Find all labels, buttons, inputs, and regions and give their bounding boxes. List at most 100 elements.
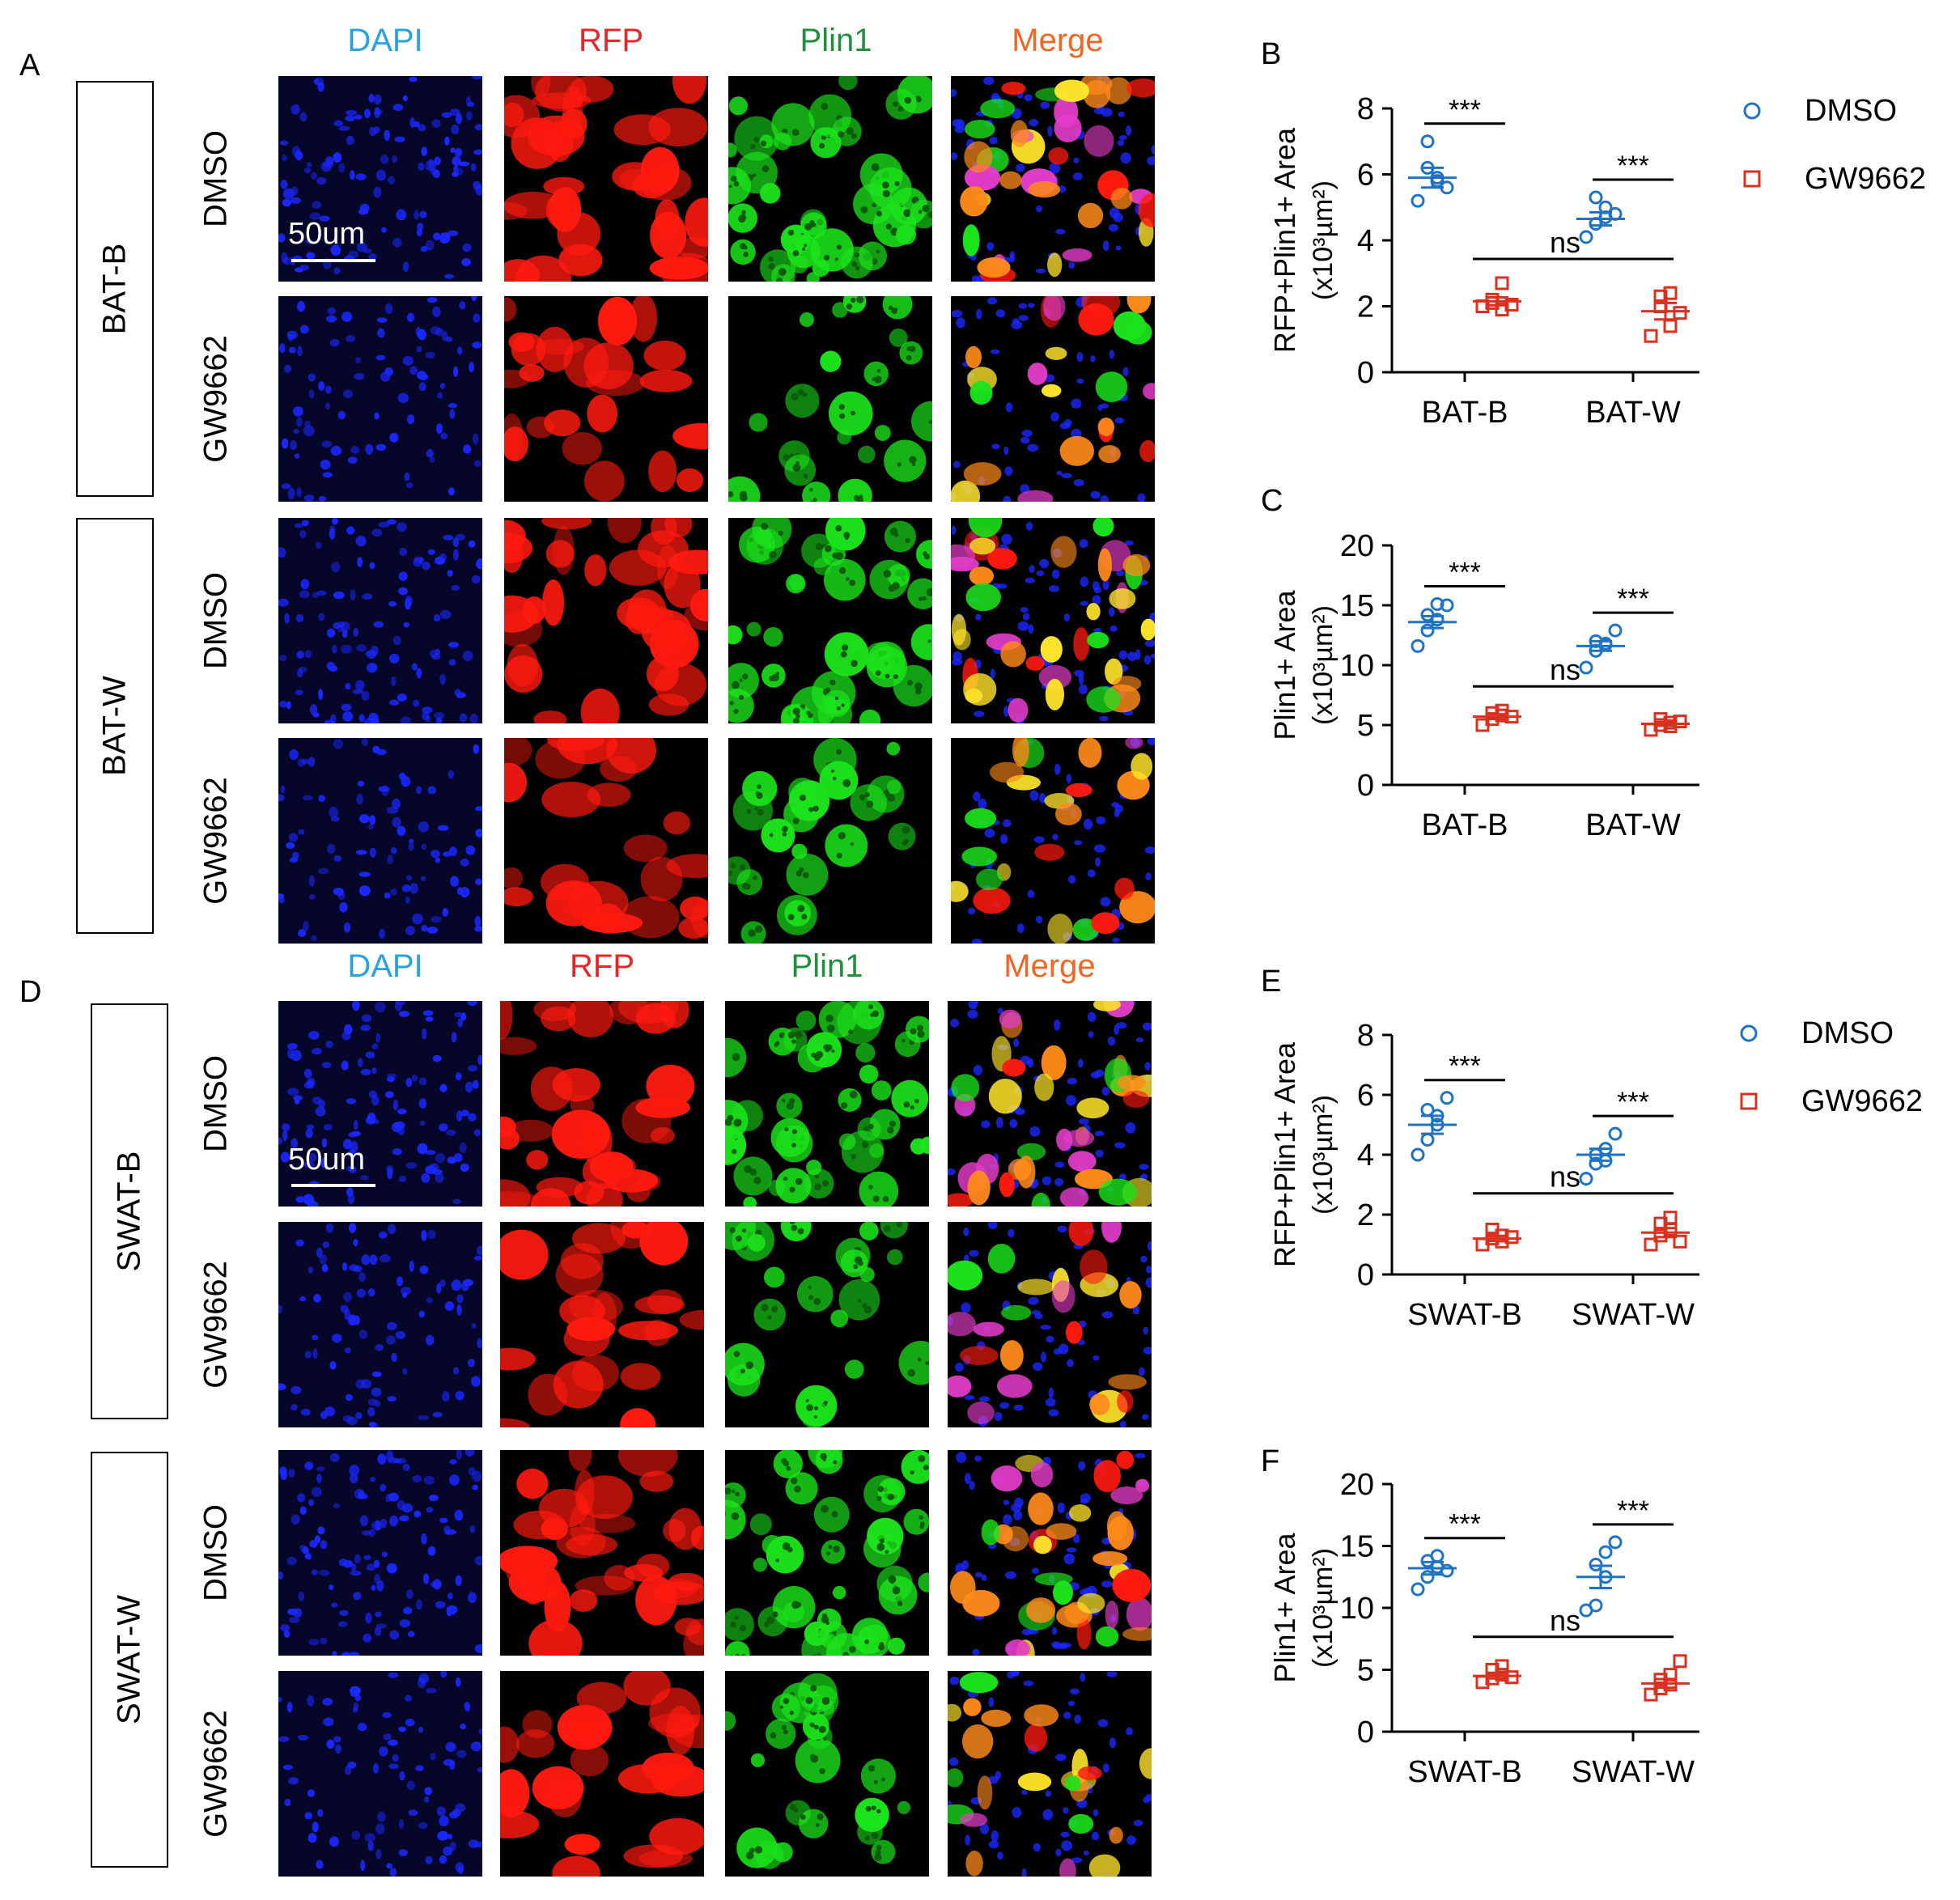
y-tick-label: 15 bbox=[1340, 589, 1374, 623]
micrograph-tile bbox=[948, 1671, 1152, 1877]
data-point-dmso bbox=[1579, 230, 1593, 244]
y-tick-label: 2 bbox=[1357, 1198, 1374, 1232]
rfp-image bbox=[500, 1001, 704, 1207]
data-point-dmso bbox=[1608, 623, 1623, 638]
legend-label-gw9662: GW9662 bbox=[1805, 162, 1926, 196]
row-label: GW9662 bbox=[197, 1261, 234, 1389]
data-point-dmso bbox=[1420, 1103, 1435, 1117]
data-point-gw9662 bbox=[1504, 1670, 1519, 1685]
significance-label: *** bbox=[1617, 151, 1649, 181]
circle-marker-icon bbox=[1743, 102, 1761, 120]
significance-label: *** bbox=[1449, 95, 1481, 125]
plin1-image bbox=[728, 518, 932, 723]
significance-label: ns bbox=[1550, 1160, 1580, 1194]
micrograph-tile bbox=[948, 1222, 1152, 1427]
x-tick-label: BAT-W bbox=[1585, 396, 1681, 430]
square-marker-icon bbox=[1740, 1092, 1758, 1110]
significance-label: ns bbox=[1550, 226, 1580, 259]
micrograph-tile bbox=[278, 518, 482, 723]
data-point-dmso bbox=[1608, 1535, 1623, 1550]
y-tick-label: 0 bbox=[1357, 1716, 1374, 1749]
chart-panel-e: 0 2 4 6 8 SWAT-B SWAT-W RFP+Plin1+ Area (x10³µm²… bbox=[1268, 1019, 1699, 1332]
y-axis-title: Plin1+ Area bbox=[1268, 589, 1301, 740]
scale-bar-label: 50um bbox=[288, 1143, 366, 1177]
micrograph-tile bbox=[728, 738, 932, 944]
dapi-image bbox=[278, 738, 482, 944]
y-axis-title: RFP+Plin1+ Area bbox=[1268, 1041, 1301, 1267]
scale-bar bbox=[291, 1184, 375, 1187]
y-tick-label: 0 bbox=[1357, 1258, 1374, 1292]
chart-panel-b: 0 2 4 6 8 BAT-B BAT-W RFP+Plin1+ Area (x10³µm²) *… bbox=[1268, 92, 1699, 430]
data-point-dmso bbox=[1420, 134, 1435, 149]
row-label: GW9662 bbox=[197, 335, 234, 463]
y-tick-label: 10 bbox=[1340, 1592, 1374, 1626]
column-header-dapi: DAPI bbox=[347, 23, 423, 58]
row-label: DMSO bbox=[197, 130, 234, 227]
dapi-image bbox=[278, 1001, 482, 1207]
data-point-dmso bbox=[1440, 1091, 1454, 1105]
y-axis-unit: (x10³µm²) bbox=[1308, 1548, 1338, 1668]
data-point-gw9662 bbox=[1495, 1659, 1509, 1673]
y-tick-label: 6 bbox=[1357, 1079, 1374, 1113]
micrograph-tile bbox=[504, 738, 708, 944]
micrograph-tile bbox=[504, 76, 708, 282]
micrograph-tile bbox=[278, 738, 482, 944]
significance-label: *** bbox=[1617, 1495, 1649, 1526]
data-point-dmso bbox=[1430, 1549, 1445, 1563]
micrograph-tile bbox=[728, 296, 932, 502]
micrograph-tile bbox=[951, 76, 1155, 282]
row-label: DMSO bbox=[197, 1055, 234, 1152]
merge-image bbox=[948, 1001, 1152, 1207]
data-point-dmso bbox=[1411, 1147, 1425, 1162]
micrograph-tile bbox=[278, 1222, 482, 1427]
merge-image bbox=[951, 518, 1155, 723]
y-tick-label: 20 bbox=[1340, 1468, 1374, 1502]
dapi-image bbox=[278, 76, 482, 282]
merge-image bbox=[948, 1671, 1152, 1877]
micrograph-tile bbox=[500, 1222, 704, 1427]
micrograph-tile bbox=[948, 1450, 1152, 1656]
significance-label: *** bbox=[1617, 1087, 1649, 1118]
merge-image bbox=[948, 1450, 1152, 1656]
data-point-dmso bbox=[1440, 1563, 1454, 1578]
panel-letter-f: F bbox=[1261, 1444, 1280, 1478]
x-tick-label: BAT-B bbox=[1422, 396, 1508, 430]
dapi-image bbox=[278, 1222, 482, 1427]
data-point-dmso bbox=[1420, 623, 1435, 638]
data-point-dmso bbox=[1420, 1133, 1435, 1147]
data-point-dmso bbox=[1589, 1557, 1603, 1571]
y-tick-label: 15 bbox=[1340, 1530, 1374, 1564]
data-point-dmso bbox=[1430, 597, 1445, 612]
data-point-gw9662 bbox=[1663, 1211, 1678, 1225]
group-label: BAT-W bbox=[96, 676, 133, 776]
x-tick-label: SWAT-B bbox=[1407, 1755, 1521, 1789]
column-header-rfp: RFP bbox=[579, 23, 643, 58]
merge-image bbox=[951, 738, 1155, 944]
row-label: GW9662 bbox=[197, 1710, 234, 1838]
micrograph-tile bbox=[728, 518, 932, 723]
y-tick-label: 6 bbox=[1357, 159, 1374, 193]
micrograph-tile bbox=[725, 1222, 929, 1427]
x-tick-label: SWAT-W bbox=[1572, 1755, 1695, 1789]
y-tick-label: 8 bbox=[1357, 1019, 1374, 1053]
data-point-gw9662 bbox=[1495, 276, 1509, 291]
row-label: DMSO bbox=[197, 1504, 234, 1601]
merge-image bbox=[951, 296, 1155, 502]
plin1-image bbox=[725, 1001, 929, 1207]
significance-label: *** bbox=[1449, 558, 1481, 588]
column-header-dapi: DAPI bbox=[347, 948, 423, 984]
group-label: SWAT-B bbox=[111, 1151, 147, 1272]
data-point-dmso bbox=[1608, 1126, 1623, 1141]
data-point-dmso bbox=[1579, 1172, 1593, 1186]
circle-marker-icon bbox=[1740, 1024, 1758, 1042]
micrograph-tile bbox=[728, 76, 932, 282]
group-label: BAT-B bbox=[96, 243, 133, 335]
panel-letter-d: D bbox=[19, 975, 42, 1009]
micrograph-tile bbox=[725, 1671, 929, 1877]
x-tick-label: BAT-B bbox=[1422, 808, 1508, 842]
y-tick-label: 5 bbox=[1357, 709, 1374, 743]
significance-label: ns bbox=[1550, 653, 1580, 686]
y-tick-label: 10 bbox=[1340, 649, 1374, 683]
y-axis-title: Plin1+ Area bbox=[1268, 1532, 1301, 1682]
rfp-image bbox=[500, 1450, 704, 1656]
